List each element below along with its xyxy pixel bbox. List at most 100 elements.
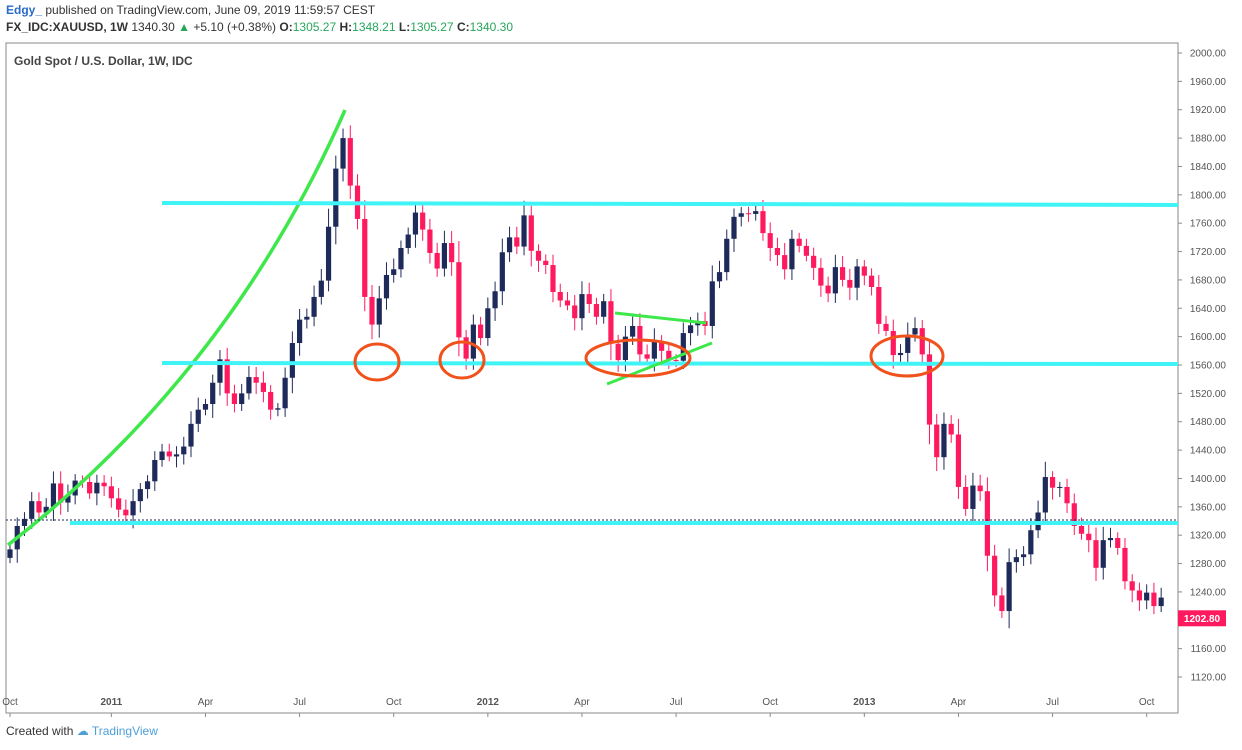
candle-body xyxy=(492,291,498,309)
y-tick-label: 1240.00 xyxy=(1190,587,1227,598)
y-tick-label: 1480.00 xyxy=(1190,417,1227,428)
candle-body xyxy=(108,486,114,499)
candle-body xyxy=(818,267,824,286)
candle-body xyxy=(1158,597,1164,607)
last-price: 1340.30 xyxy=(131,20,175,34)
price-axis[interactable]: 2000.00 1960.00 1920.00 1880.00 1840.00 1800.… xyxy=(1178,49,1226,684)
candle-body xyxy=(832,267,838,294)
candle-body xyxy=(1122,547,1128,582)
tradingview-brand[interactable]: TradingView xyxy=(91,724,158,738)
candle-body xyxy=(687,325,694,334)
candle-body xyxy=(1129,581,1135,591)
candle-body xyxy=(130,501,136,516)
price-change: +5.10 (+0.38%) xyxy=(193,20,277,34)
candle-body xyxy=(782,255,788,270)
candle-body xyxy=(579,294,585,319)
candle-body xyxy=(347,138,353,186)
candle-body xyxy=(188,423,194,447)
candle-body xyxy=(912,328,918,335)
candle-body xyxy=(926,354,933,425)
candle-body xyxy=(905,334,911,353)
candle-body xyxy=(934,424,940,458)
candle-body xyxy=(999,595,1005,612)
candle-body xyxy=(897,352,904,356)
high-value: 1348.21 xyxy=(352,20,396,34)
candle-body xyxy=(919,328,925,355)
time-axis[interactable]: Oct 2011 Apr Jul Oct 2012 Apr Jul Oct 2013 Apr Jul O… xyxy=(2,697,1155,717)
candle-body xyxy=(659,340,665,351)
y-tick-label: 1680.00 xyxy=(1190,275,1227,286)
y-tick-label: 1280.00 xyxy=(1190,559,1227,570)
candle-body xyxy=(876,287,882,324)
low-value: 1305.27 xyxy=(410,20,454,34)
open-value: 1305.27 xyxy=(292,20,337,34)
candle-body xyxy=(260,382,266,392)
candle-body xyxy=(1100,540,1106,568)
candle-body xyxy=(1006,562,1012,612)
candle-body xyxy=(1028,530,1034,555)
candle-body xyxy=(137,489,143,502)
candle-body xyxy=(485,308,491,339)
candle-body xyxy=(1115,538,1121,548)
candle-body xyxy=(861,266,867,276)
author-name[interactable]: Edgy_ xyxy=(6,3,43,17)
support-test-circle xyxy=(584,338,692,378)
publish-info: Edgy_ published on TradingView.com, June… xyxy=(6,3,375,17)
candle-body xyxy=(977,485,983,492)
candle-body xyxy=(760,211,766,234)
candle-body xyxy=(992,555,998,596)
candle-body xyxy=(297,319,303,344)
candle-body xyxy=(1042,477,1048,513)
candle-body xyxy=(275,408,281,410)
support-test-circle xyxy=(438,340,486,380)
candle-body xyxy=(608,301,614,344)
candle-body xyxy=(289,343,295,378)
candle-body xyxy=(325,226,332,281)
candle-body xyxy=(116,498,122,510)
candle-body xyxy=(398,248,404,270)
y-tick-label: 1840.00 xyxy=(1190,162,1227,173)
x-tick-label: Apr xyxy=(574,697,590,708)
candle-body xyxy=(427,229,433,253)
open-label: O: xyxy=(279,20,293,34)
candle-body xyxy=(955,434,962,487)
candle-body xyxy=(796,238,802,246)
candle-body xyxy=(543,260,549,266)
x-tick-label: 2011 xyxy=(101,697,123,708)
candle-body xyxy=(478,324,484,339)
candle-body xyxy=(456,262,462,338)
candle-body xyxy=(43,506,49,513)
x-tick-label: Jul xyxy=(670,697,683,708)
candle-body xyxy=(970,485,976,509)
y-tick-label: 1440.00 xyxy=(1190,446,1227,457)
close-value: 1340.30 xyxy=(469,20,514,34)
candle-body xyxy=(94,482,100,494)
candle-body xyxy=(709,281,715,326)
candle-body xyxy=(311,296,317,317)
plot-area[interactable] xyxy=(5,42,1179,714)
candle-body xyxy=(753,211,759,214)
candle-body xyxy=(210,382,216,404)
candle-body xyxy=(1086,533,1092,541)
candle-body xyxy=(644,354,650,359)
candle-body xyxy=(557,291,563,301)
candle-body xyxy=(7,549,13,558)
candle-body xyxy=(1151,592,1157,607)
candle-body xyxy=(195,409,201,424)
candlestick-series xyxy=(7,125,1164,629)
y-tick-label: 1600.00 xyxy=(1190,332,1227,343)
candle-body xyxy=(1078,525,1085,534)
candle-body xyxy=(434,252,440,269)
candle-body xyxy=(1013,557,1019,563)
y-tick-label: 1800.00 xyxy=(1190,190,1227,201)
x-tick-label: Oct xyxy=(2,697,18,708)
candle-body xyxy=(666,350,672,361)
candle-body xyxy=(282,377,288,409)
candle-body xyxy=(36,501,42,513)
candle-body xyxy=(572,305,578,319)
candle-body xyxy=(391,269,397,275)
candle-body xyxy=(441,243,447,269)
tradingview-logo-icon[interactable]: ☁ xyxy=(76,724,89,738)
candle-body xyxy=(514,237,520,247)
